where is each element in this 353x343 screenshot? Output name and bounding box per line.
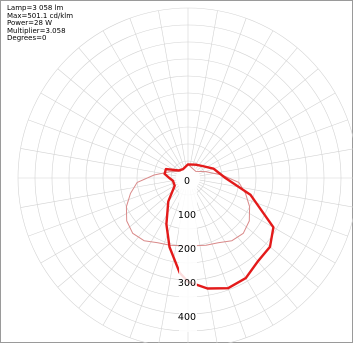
intensity-curves [125, 163, 275, 290]
tick-label-backing [179, 174, 197, 332]
radial-tick-labels: 0 100 200 300 400 [178, 174, 197, 332]
grid-spoke [158, 10, 187, 167]
grid-spoke [20, 148, 177, 177]
grid-spoke [129, 18, 185, 167]
grid-spoke [199, 179, 353, 208]
grid-spoke [102, 30, 183, 168]
info-degrees: Degrees=0 [7, 34, 47, 42]
info-power: Power=28 W [7, 19, 53, 27]
radial-tick-label: 300 [178, 278, 196, 289]
info-panel: Lamp=3 058 lm Max=501.1 cd/klm Power=28 … [7, 4, 74, 43]
grid-spoke [195, 186, 298, 309]
grid-spoke [28, 119, 177, 175]
grid-spoke [196, 185, 319, 288]
grid-spoke [78, 47, 181, 170]
grid-spoke [102, 188, 183, 326]
grid-spoke [78, 186, 181, 309]
grid-spoke [129, 189, 185, 338]
grid-spoke [28, 181, 177, 237]
grid-spoke [189, 10, 218, 167]
grid-spoke [193, 30, 274, 168]
grid-spoke [40, 92, 178, 173]
grid-spoke [191, 189, 247, 338]
grid-spoke [198, 92, 336, 173]
info-lamp: Lamp=3 058 lm [7, 4, 64, 12]
radial-tick-label: 100 [178, 210, 196, 221]
grid-spoke [196, 68, 319, 171]
grid-spoke [193, 188, 274, 326]
grid-spoke [57, 68, 180, 171]
grid-spoke [199, 148, 353, 177]
grid-spoke [198, 183, 336, 264]
radial-tick-label: 400 [178, 312, 196, 323]
grid-spoke [199, 119, 348, 175]
grid-spoke [199, 181, 348, 237]
info-multiplier: Multiplier=3.058 [7, 26, 66, 35]
radial-tick-label: 0 [184, 176, 190, 187]
radial-tick-label: 200 [178, 244, 196, 255]
grid-spoke [195, 47, 298, 170]
grid-spoke [20, 179, 177, 208]
grid-spoke [57, 185, 180, 288]
info-max: Max=501.1 cd/klm [7, 11, 74, 20]
grid-spoke [40, 183, 178, 264]
grid-spoke [191, 18, 247, 167]
